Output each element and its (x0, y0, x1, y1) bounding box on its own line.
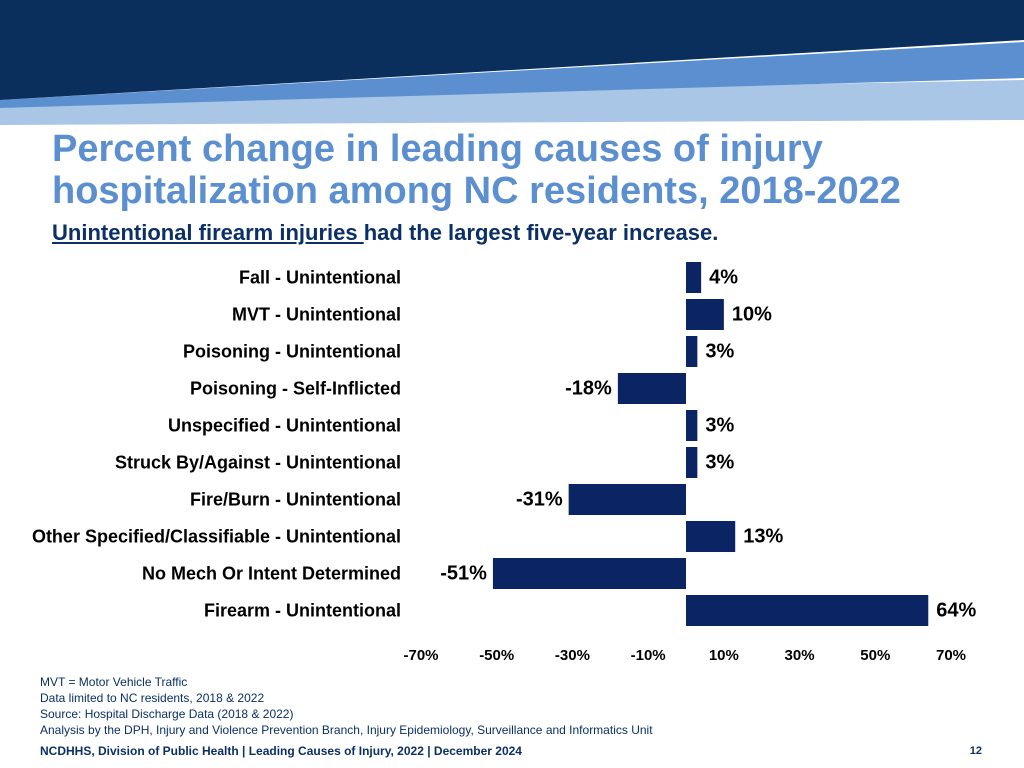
x-tick-label: 70% (936, 647, 966, 664)
category-label: No Mech Or Intent Determined (142, 564, 401, 584)
bar-chart: Fall - Unintentional 4% MVT - Unintentiona… (32, 262, 977, 664)
footer-text: NCDHHS, Division of Public Health | Lead… (40, 744, 522, 758)
category-label: Poisoning - Unintentional (183, 342, 401, 362)
category-label: Unspecified - Unintentional (168, 416, 401, 436)
bar (686, 521, 736, 552)
x-tick-label: -50% (479, 647, 514, 664)
data-label: 64% (936, 600, 976, 622)
slide-title: Percent change in leading causes of inju… (52, 128, 901, 212)
note-mvt-definition: MVT = Motor Vehicle Traffic (40, 675, 188, 689)
notes-block: MVT = Motor Vehicle Traffic Data limited… (40, 674, 940, 738)
data-label: -31% (516, 489, 563, 511)
subtitle-highlight: Unintentional firearm injuries (52, 220, 364, 245)
category-label: Fire/Burn - Unintentional (190, 490, 401, 510)
note-data-scope: Data limited to NC residents, 2018 & 202… (40, 691, 265, 705)
bar (686, 299, 724, 330)
x-tick-label: -10% (631, 647, 666, 664)
x-tick-label: 50% (860, 647, 890, 664)
data-label: 13% (743, 526, 783, 548)
bar (492, 558, 686, 589)
x-tick-label: 10% (709, 647, 739, 664)
bar (686, 595, 929, 626)
data-label: 10% (732, 304, 772, 326)
x-tick-label: 30% (785, 647, 815, 664)
category-label: MVT - Unintentional (232, 305, 401, 325)
subtitle-rest: had the largest five-year increase. (363, 220, 719, 245)
banner-mid-band (0, 42, 1024, 108)
category-label: Poisoning - Self-Inflicted (190, 379, 401, 399)
data-label: 3% (705, 341, 734, 363)
category-label: Firearm - Unintentional (204, 601, 401, 621)
banner-light-band (0, 80, 1024, 125)
bar (686, 262, 702, 293)
note-source: Source: Hospital Discharge Data (2018 & … (40, 707, 294, 721)
page-number: 12 (969, 745, 982, 757)
slide-subtitle: Unintentional firearm injuries had the l… (52, 220, 718, 246)
data-label: 4% (709, 267, 738, 289)
banner-dark-band (0, 0, 1024, 100)
data-label: -18% (565, 378, 612, 400)
x-tick-label: -70% (403, 647, 438, 664)
bar (568, 484, 686, 515)
header-banner (0, 0, 1024, 125)
category-label: Fall - Unintentional (239, 268, 401, 288)
x-tick-label: -30% (555, 647, 590, 664)
data-label: 3% (705, 452, 734, 474)
note-analysis: Analysis by the DPH, Injury and Violence… (40, 723, 653, 737)
bar (686, 447, 698, 478)
bar (617, 373, 686, 404)
category-label: Struck By/Against - Unintentional (115, 453, 401, 473)
bar (686, 410, 698, 441)
data-label: 3% (705, 415, 734, 437)
category-label: Other Specified/Classifiable - Unintenti… (32, 527, 401, 547)
data-label: -51% (440, 563, 487, 585)
bar (686, 336, 698, 367)
